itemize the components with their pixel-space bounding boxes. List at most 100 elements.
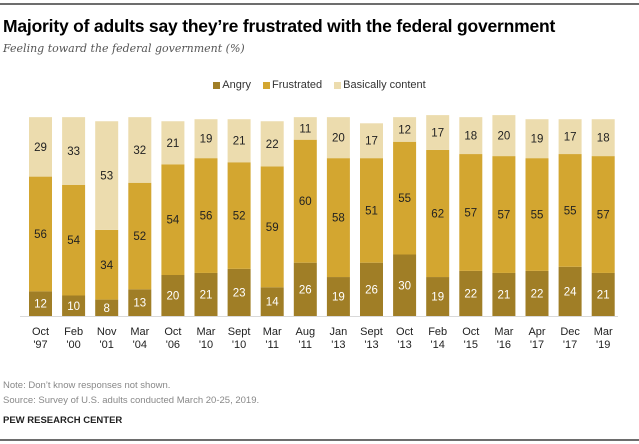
- bar-content: [161, 121, 185, 165]
- data-label-angry: 19: [332, 292, 345, 304]
- data-label-frustrated: 57: [597, 210, 610, 222]
- x-tick-label: '04: [133, 339, 147, 351]
- bar-content: [360, 123, 383, 159]
- data-label-angry: 21: [498, 289, 511, 301]
- data-label-content: 22: [266, 139, 279, 151]
- data-label-angry: 14: [266, 297, 279, 309]
- x-tick-label: '10: [232, 339, 246, 351]
- data-label-angry: 30: [398, 280, 411, 292]
- x-tick-label: '13: [364, 339, 378, 351]
- bar-frustrated: [62, 184, 86, 296]
- x-tick-label: '10: [199, 339, 213, 351]
- bar-content: [95, 121, 119, 230]
- bar-angry: [161, 275, 185, 316]
- x-tick-label: '01: [100, 339, 114, 351]
- stacked-bar-chart: 125629Oct'97105433Feb'0083453Nov'0113523…: [20, 115, 618, 351]
- data-label-frustrated: 54: [167, 215, 180, 227]
- x-tick-label: '14: [431, 339, 445, 351]
- x-tick-label: Aug: [296, 326, 316, 338]
- data-label-content: 12: [398, 124, 411, 136]
- bar-angry: [591, 272, 615, 316]
- bar-angry: [95, 299, 119, 316]
- bar-angry: [194, 272, 218, 316]
- bar-frustrated: [426, 149, 450, 278]
- data-label-content: 21: [233, 136, 246, 148]
- bar-angry: [426, 277, 450, 316]
- bar-frustrated: [360, 158, 383, 263]
- x-tick-label: Nov: [97, 326, 117, 338]
- x-tick-label: Mar: [197, 326, 216, 338]
- data-label-content: 20: [332, 133, 345, 145]
- data-label-frustrated: 55: [564, 205, 577, 217]
- bar-content: [326, 117, 350, 159]
- data-label-content: 18: [597, 133, 610, 145]
- data-label-content: 29: [34, 142, 47, 154]
- bar-frustrated: [525, 158, 549, 271]
- x-tick-label: Sept: [360, 326, 383, 338]
- data-label-angry: 21: [200, 289, 213, 301]
- bar-frustrated: [227, 162, 251, 269]
- bar-content: [29, 117, 52, 177]
- x-tick-label: Dec: [560, 326, 580, 338]
- data-label-content: 32: [133, 145, 146, 157]
- source-note: Source: Survey of U.S. adults conducted …: [3, 395, 260, 406]
- data-label-content: 18: [464, 131, 477, 143]
- data-label-frustrated: 60: [299, 196, 312, 208]
- legend: Angry Frustrated Basically content: [0, 79, 639, 91]
- data-label-angry: 22: [531, 288, 544, 300]
- x-tick-label: Mar: [494, 326, 513, 338]
- data-label-angry: 19: [431, 292, 444, 304]
- x-tick-label: '19: [596, 339, 610, 351]
- data-label-frustrated: 52: [133, 231, 146, 243]
- data-label-angry: 26: [365, 284, 378, 296]
- bar-content: [293, 117, 317, 140]
- data-label-content: 53: [100, 171, 113, 183]
- x-tick-label: '17: [563, 339, 577, 351]
- bar-angry: [459, 270, 483, 316]
- bar-frustrated: [161, 164, 185, 275]
- x-tick-label: Oct: [462, 326, 479, 338]
- bar-content: [393, 117, 417, 142]
- bar-angry: [62, 295, 86, 316]
- bar-angry: [293, 262, 317, 316]
- x-tick-label: '11: [265, 339, 279, 351]
- x-tick-label: Feb: [428, 326, 447, 338]
- bar-angry: [492, 272, 516, 316]
- bar-angry: [326, 277, 350, 316]
- legend-label-angry: Angry: [222, 79, 252, 91]
- data-label-angry: 13: [133, 298, 146, 310]
- x-tick-label: Oct: [32, 326, 49, 338]
- legend-item-content: Basically content: [334, 79, 426, 91]
- legend-item-frustrated: Frustrated: [263, 79, 322, 91]
- bar-content: [260, 121, 284, 167]
- x-tick-label: '16: [497, 339, 511, 351]
- data-label-angry: 20: [167, 291, 180, 303]
- data-label-frustrated: 57: [498, 210, 511, 222]
- data-label-frustrated: 59: [266, 222, 279, 234]
- bar-frustrated: [591, 156, 615, 273]
- bar-content: [194, 119, 218, 159]
- legend-swatch-frustrated: [263, 81, 271, 89]
- bar-angry: [558, 266, 582, 316]
- data-label-content: 19: [200, 134, 213, 146]
- x-tick-label: '11: [299, 339, 313, 351]
- x-tick-label: Jan: [330, 326, 348, 338]
- x-tick-label: '17: [530, 339, 544, 351]
- bar-frustrated: [29, 176, 52, 292]
- bar-angry: [260, 287, 284, 316]
- bar-content: [492, 115, 516, 157]
- data-label-frustrated: 54: [67, 235, 80, 247]
- chart-title: Majority of adults say they’re frustrate…: [3, 16, 556, 36]
- x-tick-label: '13: [331, 339, 345, 351]
- x-tick-label: '06: [166, 339, 180, 351]
- x-tick-label: '00: [66, 339, 80, 351]
- data-label-angry: 26: [299, 284, 312, 296]
- bar-angry: [525, 270, 549, 316]
- data-label-angry: 21: [597, 289, 610, 301]
- bar-content: [227, 119, 251, 163]
- data-label-angry: 10: [67, 301, 80, 313]
- data-label-frustrated: 57: [464, 207, 477, 219]
- x-tick-label: Apr: [528, 326, 545, 338]
- data-label-content: 20: [498, 131, 511, 143]
- bar-content: [128, 117, 152, 183]
